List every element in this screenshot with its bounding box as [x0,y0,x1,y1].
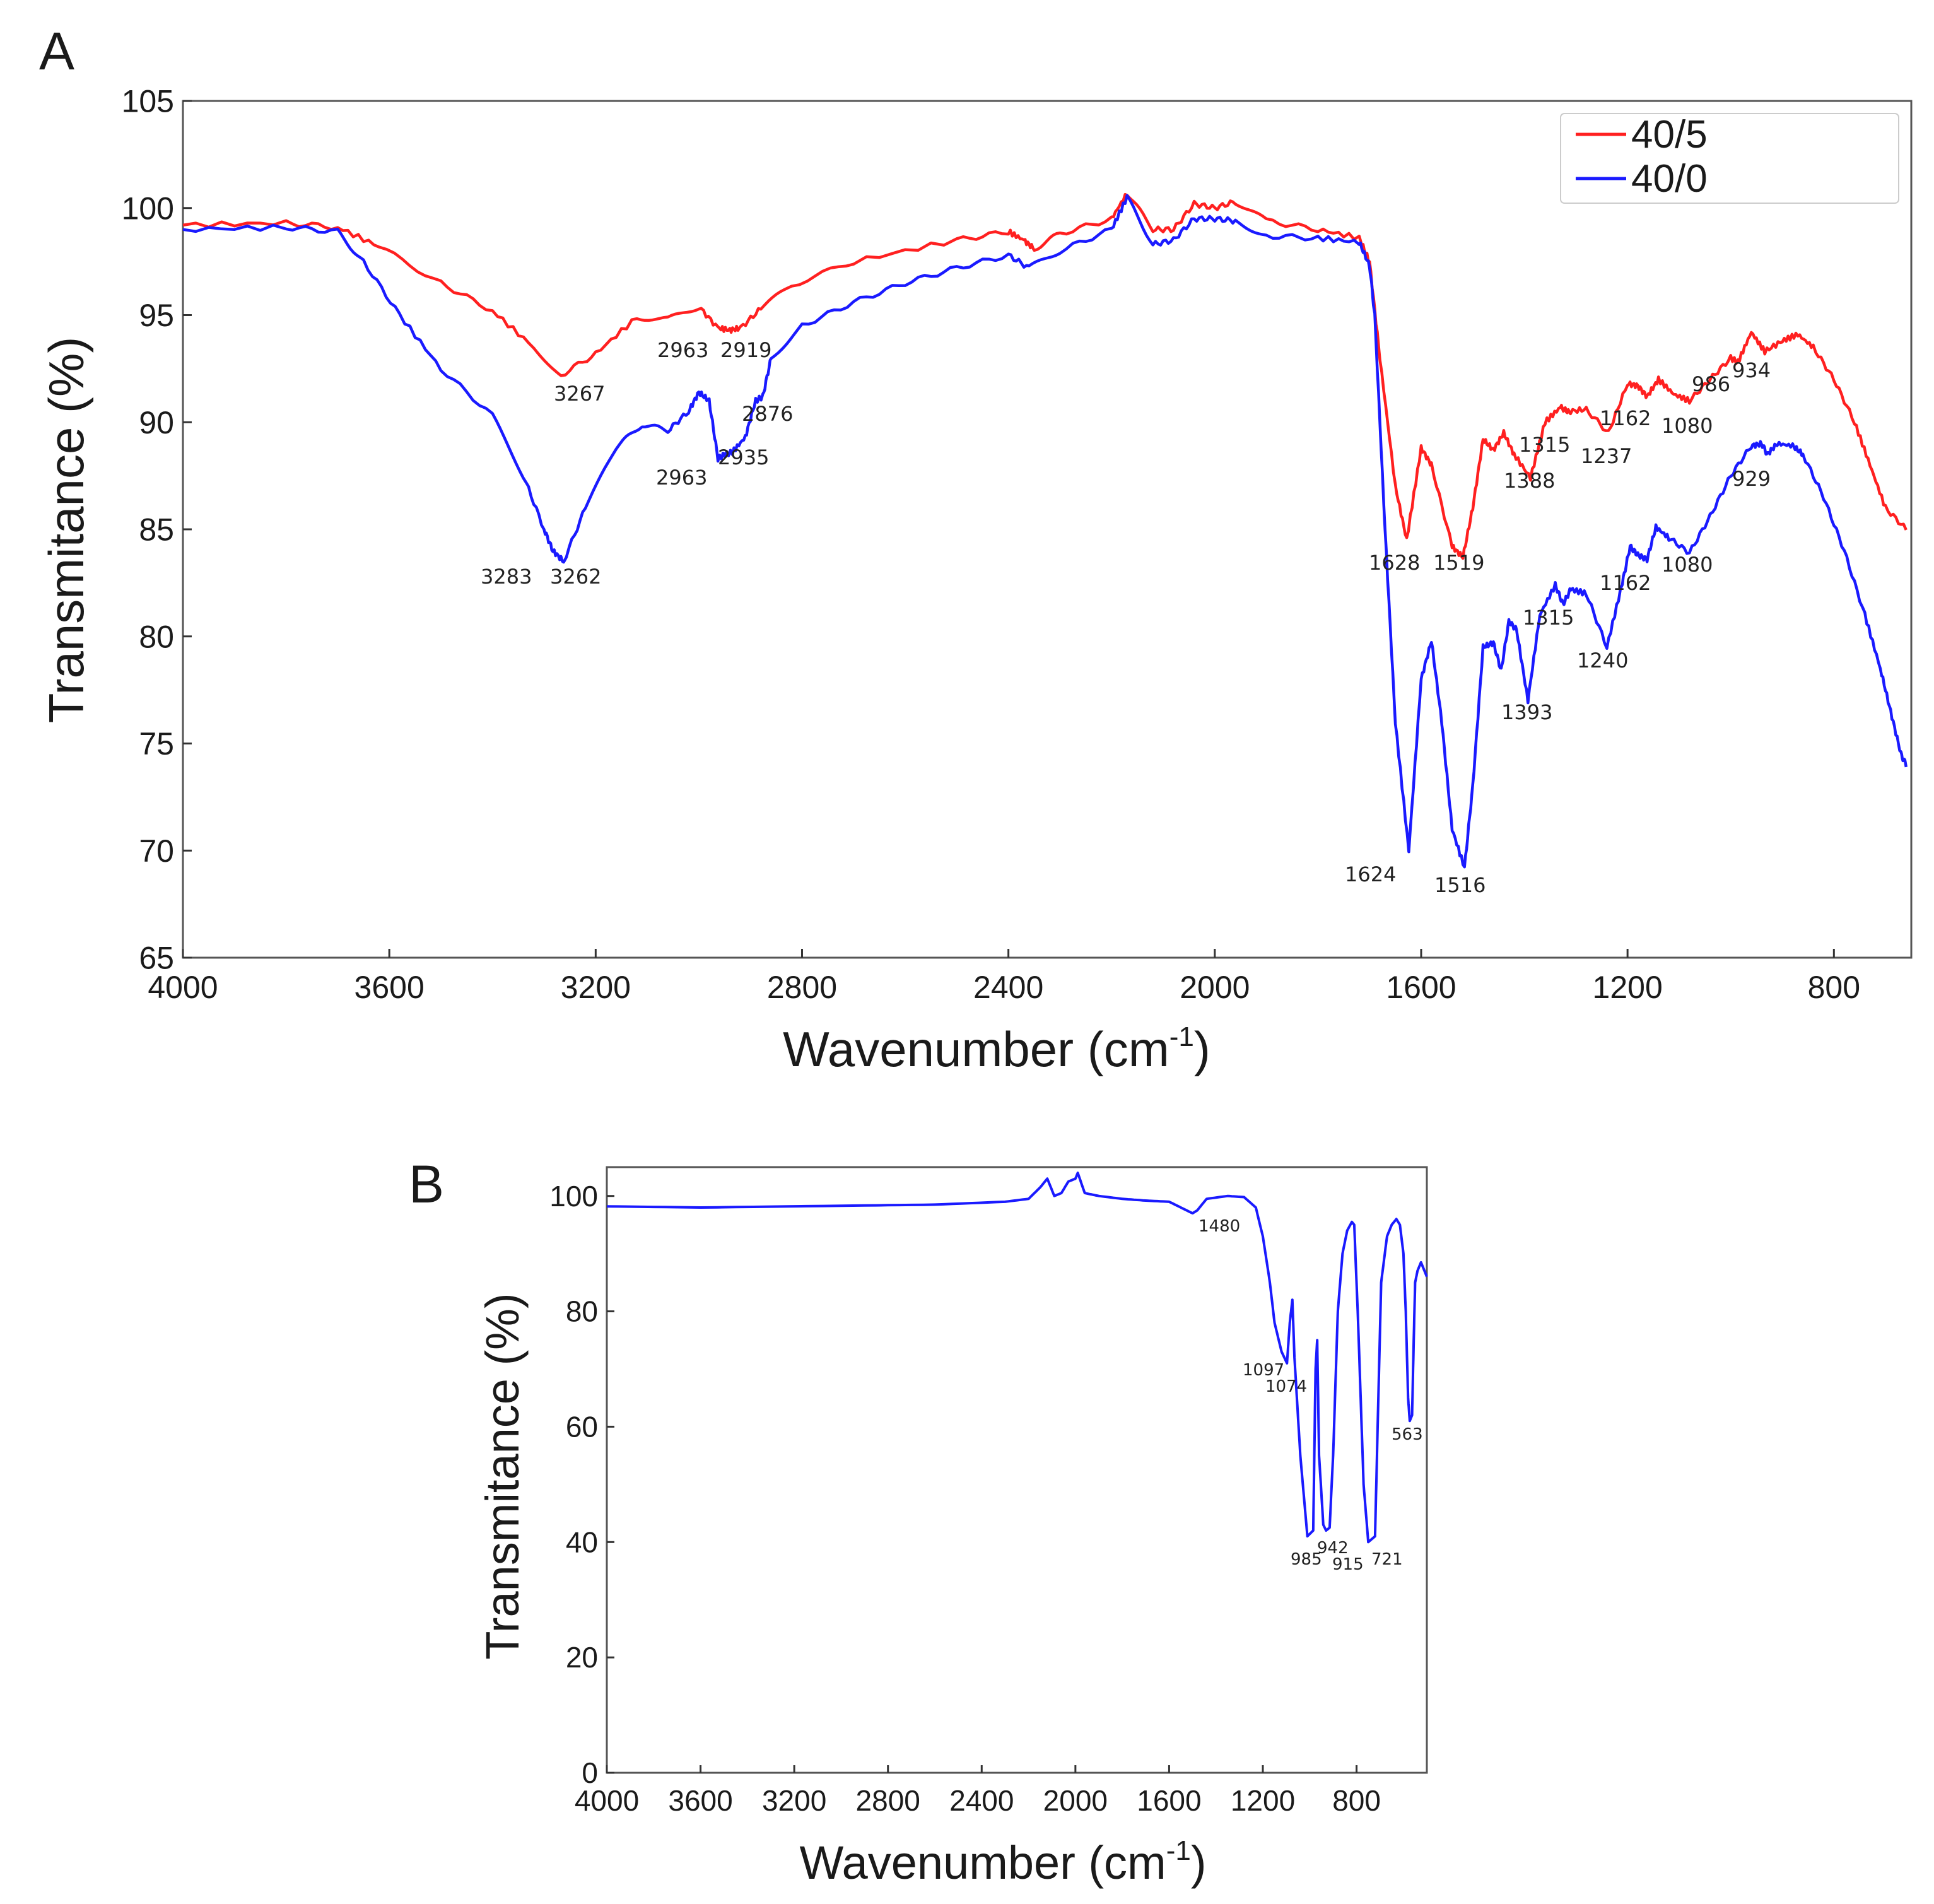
peak-label: 934 [1732,358,1771,382]
panel-a-annotations: 3267 2963 2919 2876 2963 2935 3283 3262 … [481,338,1771,897]
panel-a-series [182,192,1908,869]
y-tick-label: 75 [139,726,174,761]
peak-label: 1240 [1577,649,1628,673]
panel-a-legend: 40/5 40/0 [1560,113,1899,204]
x-tick-label: 800 [1332,1784,1381,1817]
peak-label: 1388 [1504,469,1555,493]
x-tick-label: 1600 [1386,970,1456,1005]
panel-a-label: A [39,21,74,81]
panel-b-frame [606,1166,1428,1774]
y-tick-label: 40 [566,1525,598,1558]
x-tick-label: 3600 [355,970,425,1005]
peak-label: 1315 [1523,606,1574,630]
x-tick-label: 2000 [1043,1784,1108,1817]
x-tick-label: 1600 [1137,1784,1201,1817]
panel-b-y-axis-title: Transmitance (%) [476,1293,529,1659]
peak-label: 2919 [720,338,771,362]
peak-label: 1080 [1661,553,1713,577]
y-tick-label: 105 [122,84,174,119]
peak-label: 2876 [742,402,793,426]
legend-label-40-0: 40/0 [1631,157,1708,201]
panel-a-chart: 65 70 75 80 85 90 95 100 105 4000 3600 3200 2800 240… [38,84,1913,1077]
series-line-40-5 [182,192,1908,560]
y-tick-label: 100 [122,191,174,226]
y-tick-label: 80 [566,1295,598,1328]
panel-a-x-ticks: 4000 3600 3200 2800 2400 2000 1600 1200 800 [148,949,1860,1005]
peak-label: 2935 [718,445,769,469]
peak-label: 2963 [657,338,708,362]
x-tick-label: 800 [1808,970,1860,1005]
panel-b-y-ticks: 0 20 40 60 80 100 [549,1180,614,1789]
peak-label: 3283 [481,565,532,589]
peak-label: 1074 [1265,1377,1307,1396]
panel-b-series [606,1172,1428,1544]
panel-a-x-axis-title: Wavenumber (cm-1) [783,1021,1210,1077]
peak-label: 1162 [1600,406,1651,430]
x-tick-label: 4000 [575,1784,639,1817]
x-tick-label: 3600 [668,1784,732,1817]
x-tick-label: 3200 [762,1784,826,1817]
x-tick-label: 2400 [949,1784,1014,1817]
peak-label: 1516 [1434,873,1486,897]
y-tick-label: 85 [139,512,174,548]
panel-a-frame [182,100,1913,959]
peak-label: 2963 [656,466,707,490]
y-tick-label: 80 [139,619,174,654]
x-tick-label: 1200 [1593,970,1663,1005]
x-tick-label: 2800 [767,970,837,1005]
x-tick-label: 1200 [1231,1784,1295,1817]
peak-label: 1097 [1243,1361,1284,1380]
legend-box [1560,113,1899,204]
peak-label: 1480 [1198,1217,1240,1236]
panel-b-chart: 0 20 40 60 80 100 4000 3600 3200 2800 2400 2000 160… [476,1166,1428,1889]
y-tick-label: 60 [566,1411,598,1443]
x-tick-label: 3200 [561,970,631,1005]
panel-b-x-axis-title: Wavenumber (cm-1) [800,1835,1207,1889]
panel-b-annotations: 1480 1097 1074 985 942 915 721 563 [1198,1217,1423,1574]
series-line-sample [606,1172,1428,1544]
series-line-40-0 [182,194,1908,869]
x-tick-label: 2000 [1180,970,1250,1005]
y-tick-label: 90 [139,405,174,440]
peak-label: 1624 [1345,862,1396,886]
peak-label: 3262 [550,565,601,589]
peak-label: 986 [1692,372,1730,396]
peak-label: 985 [1291,1550,1322,1569]
y-tick-label: 100 [549,1180,598,1213]
x-tick-label: 4000 [148,970,218,1005]
y-tick-label: 65 [139,941,174,976]
panel-b-label: B [409,1155,444,1214]
x-tick-label: 2800 [856,1784,920,1817]
y-tick-label: 70 [139,833,174,869]
y-tick-label: 0 [582,1756,598,1789]
peak-label: 1315 [1519,433,1570,457]
panel-b-x-ticks: 4000 3600 3200 2800 2400 2000 1600 1200 800 [575,1765,1381,1817]
panel-a-y-axis-title: Transmitance (%) [38,337,94,724]
peak-label: 915 [1332,1555,1364,1574]
peak-label: 942 [1317,1539,1349,1558]
peak-label: 1393 [1501,700,1552,724]
peak-label: 1628 [1369,551,1420,575]
x-tick-label: 2400 [973,970,1043,1005]
y-tick-label: 20 [566,1641,598,1674]
panel-a-y-ticks: 65 70 75 80 85 90 95 100 105 [122,84,192,976]
peak-label: 1519 [1433,551,1484,575]
legend-label-40-5: 40/5 [1631,113,1708,156]
peak-label: 929 [1732,467,1771,491]
y-tick-label: 95 [139,298,174,333]
peak-label: 1080 [1661,414,1713,438]
peak-label: 563 [1392,1425,1423,1444]
peak-label: 721 [1371,1550,1403,1569]
peak-label: 3267 [554,382,605,406]
peak-label: 1162 [1600,571,1651,595]
peak-label: 1237 [1581,444,1632,468]
